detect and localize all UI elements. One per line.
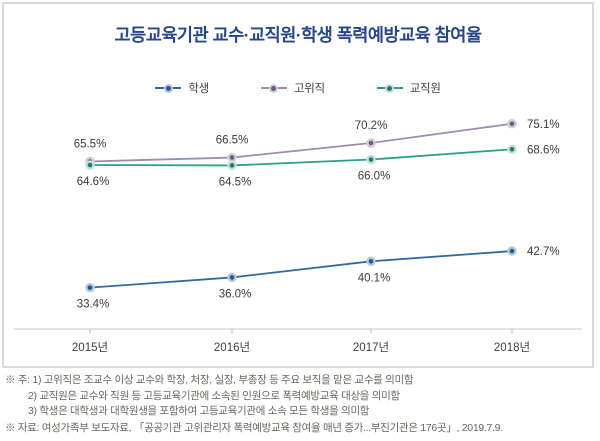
chart-title: 고등교육기관 교수·교직원·학생 폭력예방교육 참여율: [114, 25, 482, 45]
value-label-staff: 64.6%: [77, 176, 110, 188]
value-label-staff: 64.5%: [219, 176, 252, 188]
point-dot: [229, 155, 235, 160]
value-label-staff: 68.6%: [527, 144, 560, 156]
value-label-student: 42.7%: [527, 246, 560, 258]
series-staff-line: [89, 148, 513, 167]
footnote-source: ※ 자료: 여성가족부 보도자료, 「공공기관 고위관리자 폭력예방교육 참여율…: [5, 421, 503, 434]
legend-label-staff: 교직원: [409, 83, 441, 95]
point-dot: [229, 163, 235, 168]
footnote-note-1: ※ 주: 1) 고위직은 조교수 이상 교수와 학장, 처장, 실장, 부총장 …: [5, 374, 414, 386]
series-student-line: [89, 250, 513, 289]
footnotes: ※ 주: 1) 고위직은 조교수 이상 교수와 학장, 처장, 실장, 부총장 …: [5, 373, 597, 436]
legend: 학생 고위직 교직원: [4, 80, 592, 96]
point-dot: [368, 259, 374, 264]
x-axis-label: 2016년: [214, 341, 250, 354]
legend-item-senior: 고위직: [260, 80, 325, 96]
series-senior: 65.5% 66.5% 70.2% 75.1%: [74, 119, 560, 167]
point-dot: [509, 121, 515, 127]
legend-marker-staff-icon: [376, 83, 403, 94]
footnote-note-3: 3) 학생은 대학생과 대학원생을 포함하여 고등교육기관에 소속 모든 학생을…: [28, 405, 370, 417]
value-label-senior: 65.5%: [74, 138, 107, 150]
point-dot: [509, 248, 515, 254]
point-dot: [368, 157, 374, 162]
value-label-senior: 75.1%: [527, 119, 560, 131]
legend-label-senior: 고위직: [293, 83, 325, 95]
value-label-student: 33.4%: [77, 299, 110, 311]
x-axis: 2015년 2016년 2017년 2018년: [14, 328, 582, 354]
legend-marker-senior-icon: [260, 83, 287, 94]
value-label-staff: 66.0%: [358, 171, 391, 183]
point-dot: [87, 285, 93, 290]
point-dot: [368, 140, 374, 146]
legend-item-student: 학생: [155, 80, 209, 96]
point-dot: [87, 162, 93, 168]
x-axis-label: 2017년: [353, 341, 389, 354]
point-dot: [509, 147, 515, 152]
legend-marker-student-icon: [155, 83, 182, 94]
value-label-senior: 70.2%: [355, 120, 388, 132]
series-student: 33.4% 36.0% 40.1% 42.7%: [77, 246, 560, 311]
chart-card: 고등교육기관 교수·교직원·학생 폭력예방교육 참여율 학생 고위직 교직원 2…: [2, 2, 594, 368]
legend-item-staff: 교직원: [376, 80, 441, 96]
value-label-senior: 66.5%: [216, 135, 249, 147]
x-axis-label: 2018년: [494, 341, 530, 354]
point-dot: [229, 275, 235, 280]
footnote-note-2: 2) 교직원은 교수와 직원 등 고등교육기관에 소속된 인원으로 폭력예방교육…: [28, 389, 400, 402]
line-chart: 2015년 2016년 2017년 2018년 33.4% 36.0% 40.1% 42.7%…: [14, 119, 582, 354]
legend-label-student: 학생: [188, 83, 209, 95]
value-label-student: 40.1%: [358, 272, 391, 284]
x-axis-label: 2015년: [72, 341, 108, 354]
series-senior-line: [89, 122, 513, 163]
series-staff: 64.6% 64.5% 66.0% 68.6%: [77, 144, 560, 188]
value-label-student: 36.0%: [219, 288, 252, 300]
